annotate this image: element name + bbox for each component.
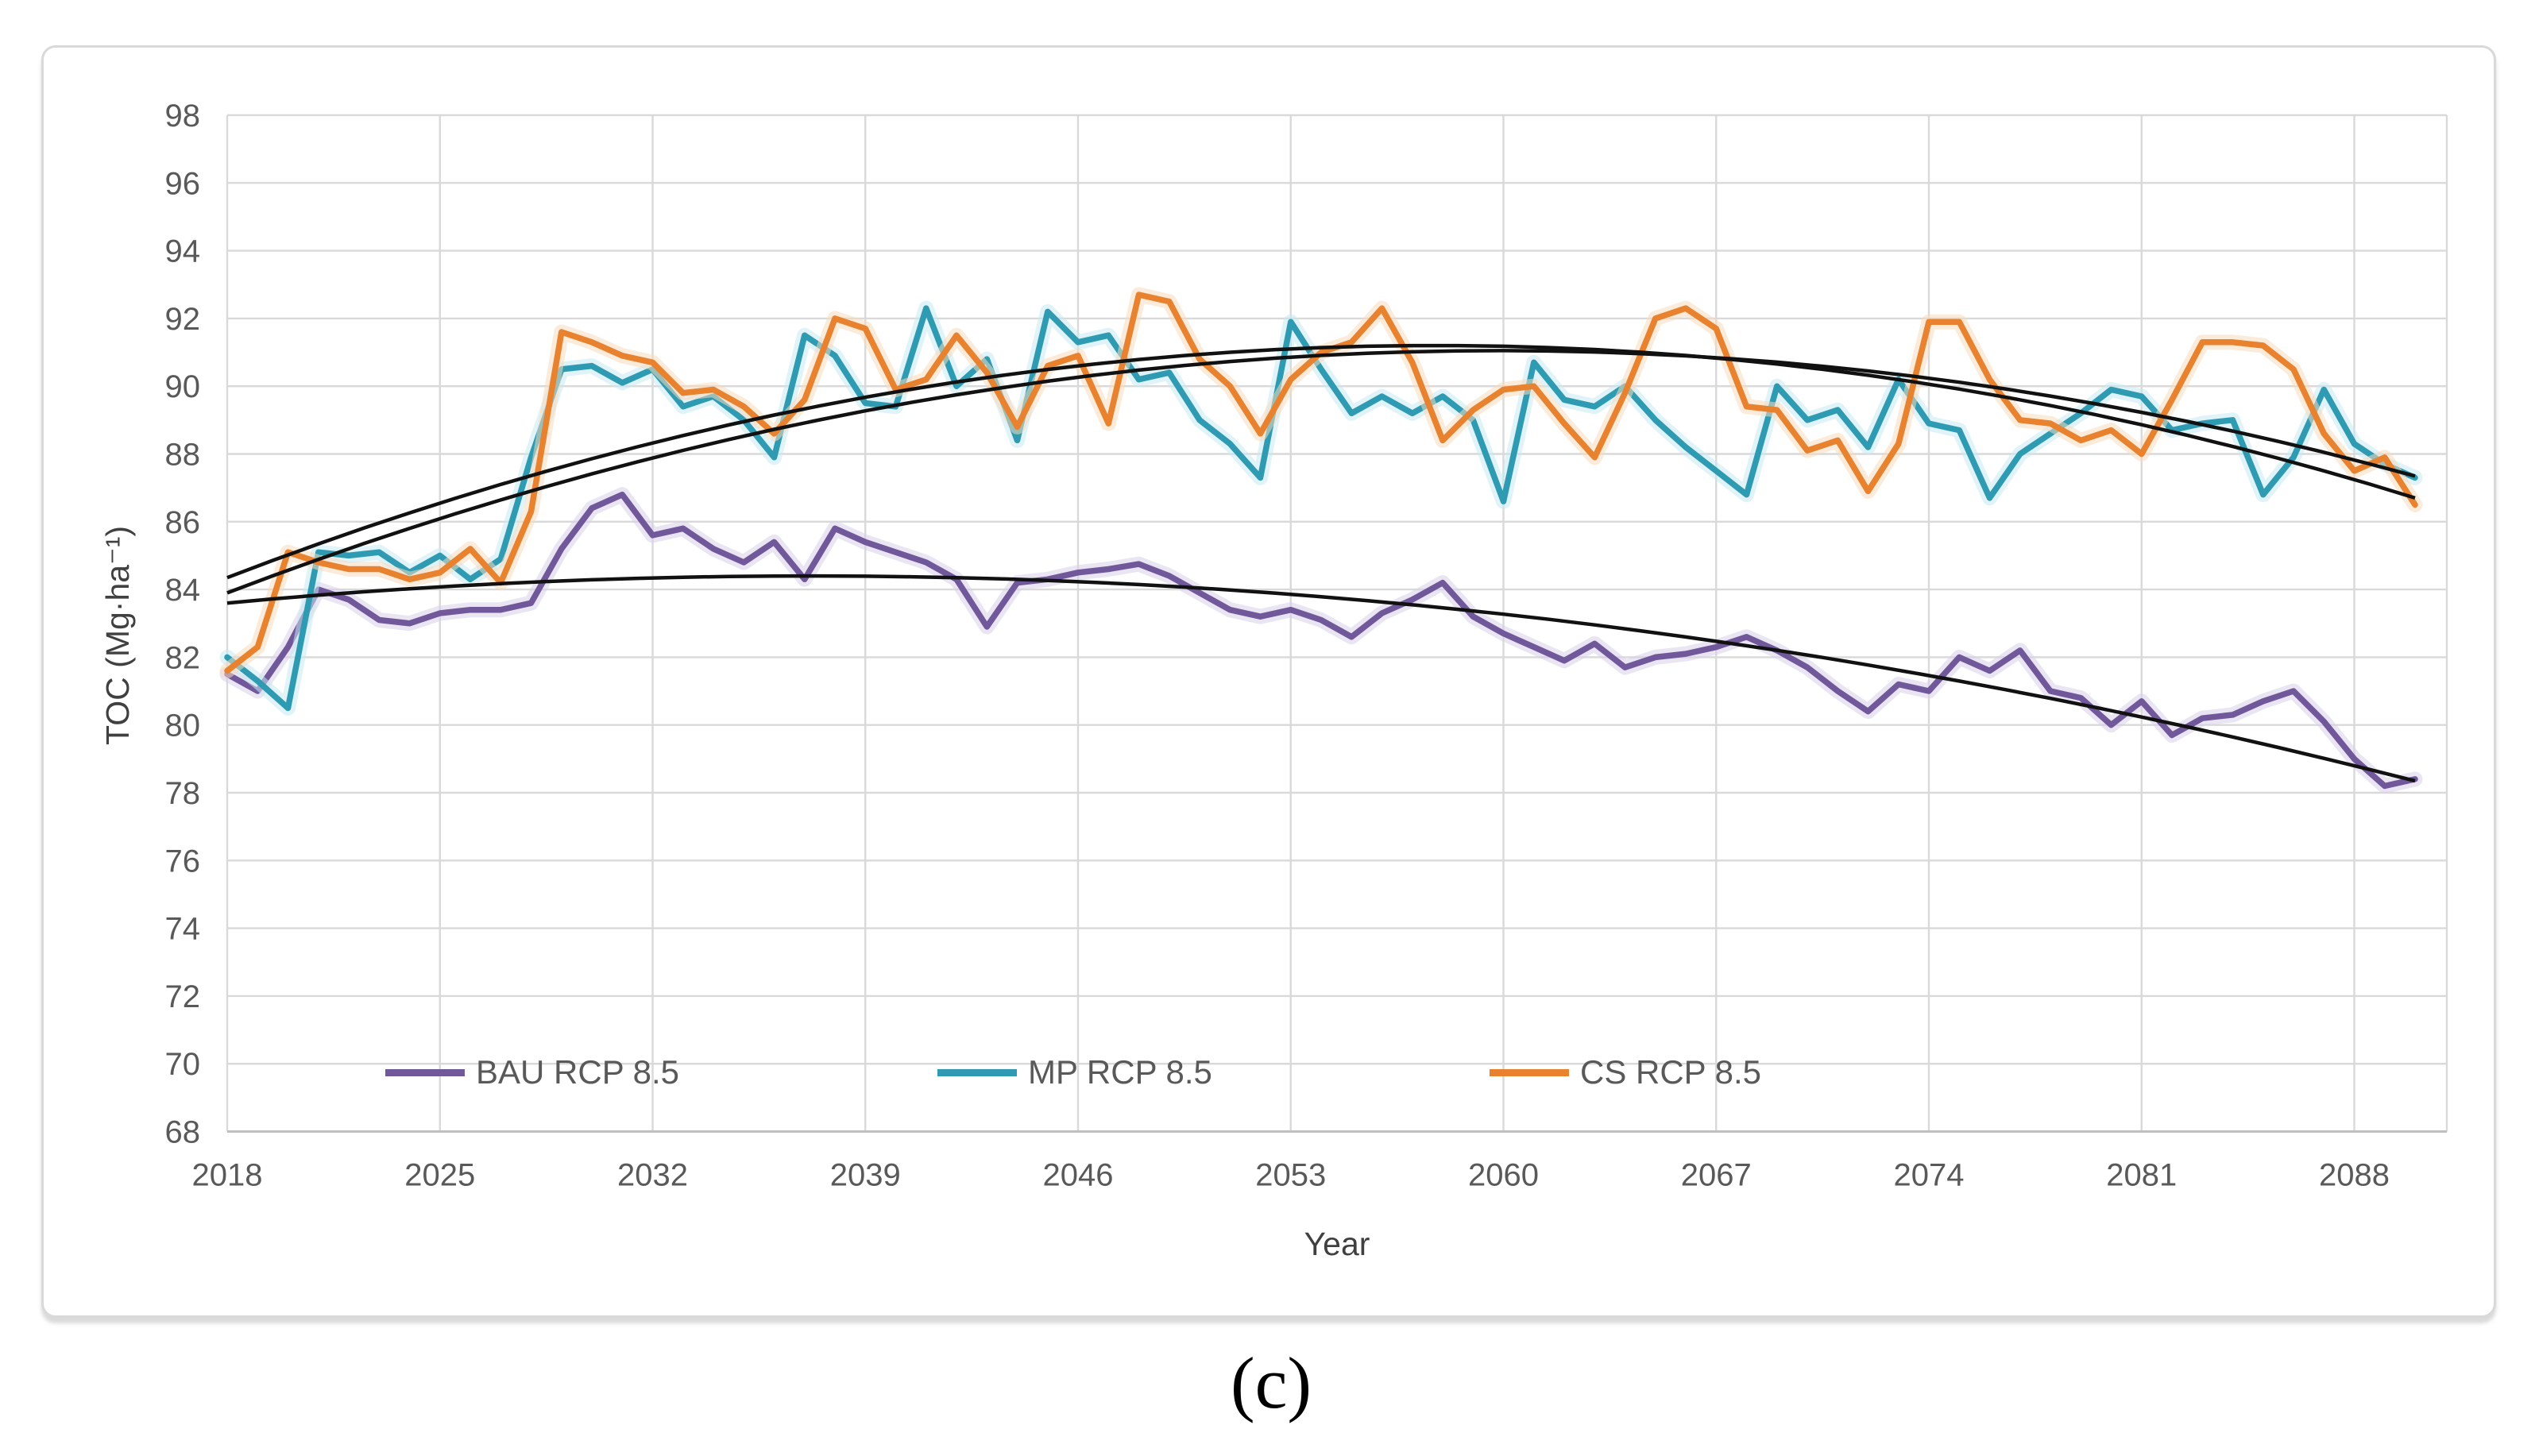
y-tick-label-96: 96 — [165, 166, 201, 201]
legend-label-cs: CS RCP 8.5 — [1580, 1053, 1761, 1091]
series-line-mp-rcp-8-5 — [224, 305, 2418, 712]
trendline-mp-rcp-8-5 — [226, 349, 2416, 595]
trendline-cs-rcp-8-5 — [226, 343, 2416, 580]
y-tick-label-88: 88 — [165, 438, 201, 473]
y-tick-label-74: 74 — [165, 912, 201, 947]
legend-item-cs: CS RCP 8.5 — [1490, 1050, 1761, 1095]
y-tick-label-84: 84 — [165, 573, 201, 608]
y-tick-label-78: 78 — [165, 776, 201, 811]
legend-item-bau: BAU RCP 8.5 — [385, 1050, 679, 1095]
y-tick-label-98: 98 — [165, 98, 201, 133]
x-tick-label-2053: 2053 — [1255, 1158, 1326, 1193]
x-tick-label-2046: 2046 — [1043, 1158, 1114, 1193]
y-tick-label-82: 82 — [165, 640, 201, 675]
x-tick-label-2060: 2060 — [1468, 1158, 1539, 1193]
y-tick-label-70: 70 — [165, 1047, 201, 1082]
y-axis-title: TOC (Mg·ha⁻¹) — [99, 525, 136, 746]
y-tick-label-94: 94 — [165, 234, 201, 269]
x-tick-label-2074: 2074 — [1894, 1158, 1965, 1193]
series-line-cs-rcp-8-5 — [224, 292, 2418, 674]
mp-line-swatch — [937, 1068, 1017, 1076]
x-axis-title: Year — [1304, 1226, 1370, 1262]
trendline-bau-rcp-8-5 — [226, 574, 2416, 783]
figure-caption: (c) — [1230, 1342, 1312, 1423]
y-tick-label-90: 90 — [165, 369, 201, 404]
series-line-bau-rcp-8-5 — [224, 491, 2418, 790]
x-tick-label-2039: 2039 — [830, 1158, 901, 1193]
y-tick-label-68: 68 — [165, 1115, 201, 1150]
chart-card — [41, 45, 2496, 1318]
legend-item-mp: MP RCP 8.5 — [937, 1050, 1212, 1095]
x-tick-label-2018: 2018 — [192, 1158, 263, 1193]
y-tick-label-92: 92 — [165, 302, 201, 337]
series-halo-bau-rcp-8-5 — [219, 487, 2423, 794]
legend-label-mp: MP RCP 8.5 — [1028, 1053, 1212, 1091]
x-tick-label-2081: 2081 — [2106, 1158, 2177, 1193]
legend-label-bau: BAU RCP 8.5 — [476, 1053, 679, 1091]
x-tick-label-2025: 2025 — [404, 1158, 475, 1193]
y-tick-label-76: 76 — [165, 844, 201, 879]
bau-line-swatch — [385, 1068, 465, 1076]
cs-line-swatch — [1490, 1068, 1569, 1076]
y-tick-label-72: 72 — [165, 979, 201, 1014]
y-tick-label-86: 86 — [165, 505, 201, 540]
y-tick-label-80: 80 — [165, 709, 201, 743]
x-tick-label-2067: 2067 — [1681, 1158, 1752, 1193]
x-tick-label-2088: 2088 — [2319, 1158, 2390, 1193]
x-tick-label-2032: 2032 — [617, 1158, 688, 1193]
